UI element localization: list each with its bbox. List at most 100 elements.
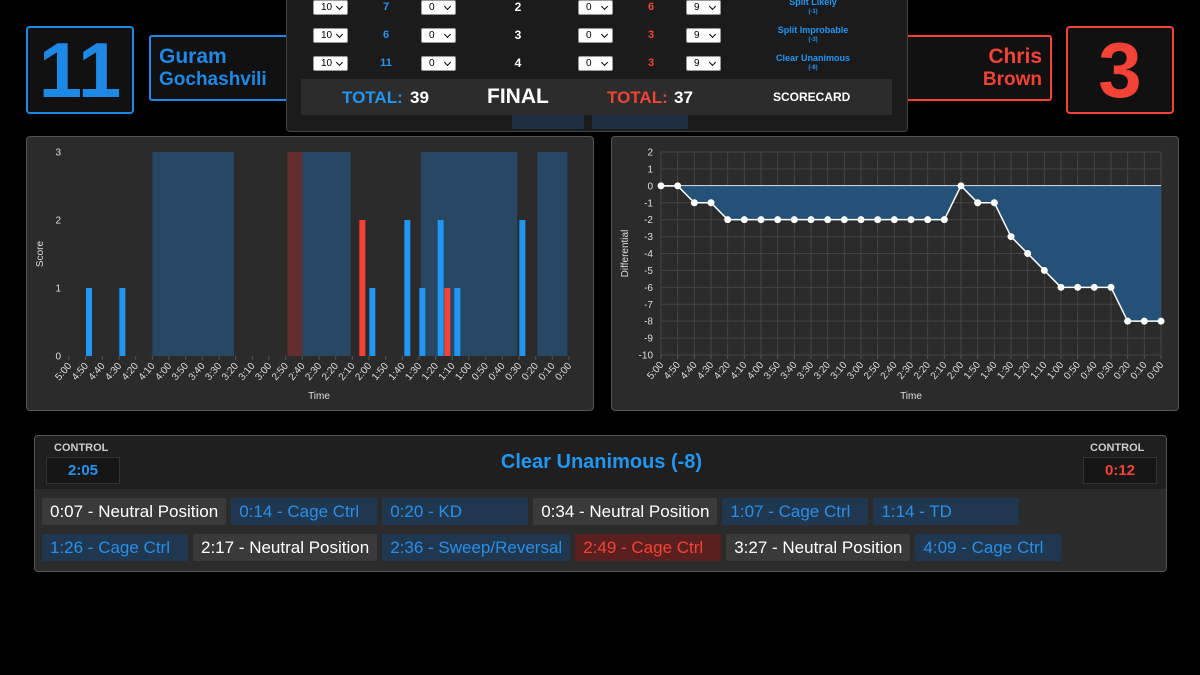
x-tick-label: 2:40: [287, 361, 308, 383]
point: [840, 216, 848, 224]
x-tick-label: 3:10: [829, 360, 850, 382]
x-tick-label: 0:00: [553, 361, 574, 383]
point: [974, 199, 982, 207]
point: [907, 216, 915, 224]
x-tick-label: 4:00: [153, 361, 174, 383]
x-tick-label: 4:50: [662, 360, 683, 382]
point: [1107, 283, 1115, 291]
point: [1157, 317, 1165, 325]
x-tick-label: 0:30: [1095, 360, 1116, 382]
right-stat: 3: [647, 29, 655, 41]
right-control: 0:12: [1083, 457, 1157, 484]
x-tick-label: 3:30: [795, 360, 816, 382]
left-points-select[interactable]: 10: [313, 0, 348, 15]
event-chip: 2:36 - Sweep/Reversal: [382, 534, 571, 561]
point: [707, 199, 715, 207]
x-tick-label: 1:10: [437, 361, 458, 383]
point: [857, 216, 865, 224]
point: [1057, 283, 1065, 291]
y-tick-label: 2: [647, 148, 653, 159]
right-total: 37: [674, 88, 693, 107]
bar: [519, 220, 526, 356]
x-tick-label: 1:20: [420, 361, 441, 383]
x-tick-label: 2:20: [320, 361, 341, 383]
point: [824, 216, 832, 224]
x-tick-label: 3:00: [845, 360, 866, 382]
point: [1074, 283, 1082, 291]
y-tick-label: -8: [644, 317, 653, 328]
point: [790, 216, 798, 224]
y-tick-label: -4: [644, 249, 653, 260]
right-deduct-select[interactable]: 0: [578, 0, 613, 15]
point: [940, 216, 948, 224]
right-points-select[interactable]: 9: [686, 28, 721, 43]
right-deduct-select[interactable]: 0: [578, 56, 613, 71]
x-tick-label: 4:20: [120, 361, 141, 383]
left-deduct-select[interactable]: 0: [421, 28, 456, 43]
left-points-select[interactable]: 10: [313, 56, 348, 71]
event-chip: 0:34 - Neutral Position: [533, 498, 718, 525]
x-axis-title: Time: [900, 391, 922, 402]
left-points-select[interactable]: 10: [313, 28, 348, 43]
round-verdict-note: (-1): [808, 9, 818, 15]
y-tick-label: 3: [55, 148, 61, 159]
event-chip: 4:09 - Cage Ctrl: [915, 534, 1062, 561]
x-tick-label: 0:40: [487, 361, 508, 383]
round-number: 2: [514, 0, 522, 14]
x-tick-label: 1:10: [1029, 360, 1050, 382]
totals-bar: TOTAL: 39 FINAL TOTAL: 37 SCORECARD: [301, 79, 892, 115]
x-tick-label: 4:30: [103, 361, 124, 383]
right-stat: 3: [647, 57, 655, 69]
point: [1040, 266, 1048, 274]
left-deduct-select[interactable]: 0: [421, 0, 456, 15]
right-name-box: Chris Brown: [890, 35, 1052, 101]
x-tick-label: 1:30: [995, 360, 1016, 382]
x-tick-label: 0:50: [1062, 360, 1083, 382]
bar: [454, 288, 461, 356]
event-chip: 2:49 - Cage Ctrl: [575, 534, 722, 561]
x-tick-label: 4:10: [137, 361, 158, 383]
x-tick-label: 2:50: [270, 361, 291, 383]
y-tick-label: -3: [644, 232, 653, 243]
round-verdict: Split Likely: [789, 0, 837, 7]
x-tick-label: 1:00: [453, 361, 474, 383]
differential-chart-panel: 5:00 4:50 4:40 4:30 4:20 4:10 4:00 3:50 3:40 3:30…: [611, 136, 1179, 411]
verdict: Clear Unanimous (-8): [500, 451, 703, 473]
left-deduct-select[interactable]: 0: [421, 56, 456, 71]
point: [657, 182, 665, 190]
scorecard-button[interactable]: SCORECARD: [773, 90, 851, 104]
point: [924, 216, 932, 224]
right-points-select[interactable]: 9: [686, 0, 721, 15]
left-stat: 7: [382, 1, 390, 13]
right-points-select[interactable]: 9: [686, 56, 721, 71]
x-tick-label: 0:20: [520, 361, 541, 383]
x-tick-label: 2:30: [303, 361, 324, 383]
bar: [404, 220, 411, 356]
right-deduct-select[interactable]: 0: [578, 28, 613, 43]
hidden-button: [592, 113, 688, 129]
bar: [437, 220, 444, 356]
x-axis-title: Time: [308, 391, 330, 402]
event-chip: 2:17 - Neutral Position: [193, 534, 378, 561]
bar: [419, 288, 426, 356]
x-tick-label: 2:10: [929, 360, 950, 382]
x-tick-label: 0:40: [1079, 360, 1100, 382]
x-tick-label: 4:20: [712, 360, 733, 382]
x-tick-label: 4:40: [87, 361, 108, 383]
y-tick-label: -1: [644, 198, 653, 209]
x-tick-label: 2:00: [945, 360, 966, 382]
left-control-label: CONTROL: [54, 442, 109, 454]
bar: [359, 220, 366, 356]
left-total-label: TOTAL:: [342, 88, 403, 107]
left-score: 11: [26, 26, 134, 114]
y-tick-label: 1: [55, 284, 61, 295]
x-tick-label: 0:00: [1145, 360, 1166, 382]
x-tick-label: 4:40: [679, 360, 700, 382]
y-tick-label: 2: [55, 216, 61, 227]
point: [890, 216, 898, 224]
point: [1124, 317, 1132, 325]
x-tick-label: 4:50: [70, 361, 91, 383]
summary-header: CONTROL 2:05 Clear Unanimous (-8) CONTRO…: [35, 436, 1166, 489]
x-tick-label: 2:20: [912, 360, 933, 382]
point: [1007, 233, 1015, 241]
